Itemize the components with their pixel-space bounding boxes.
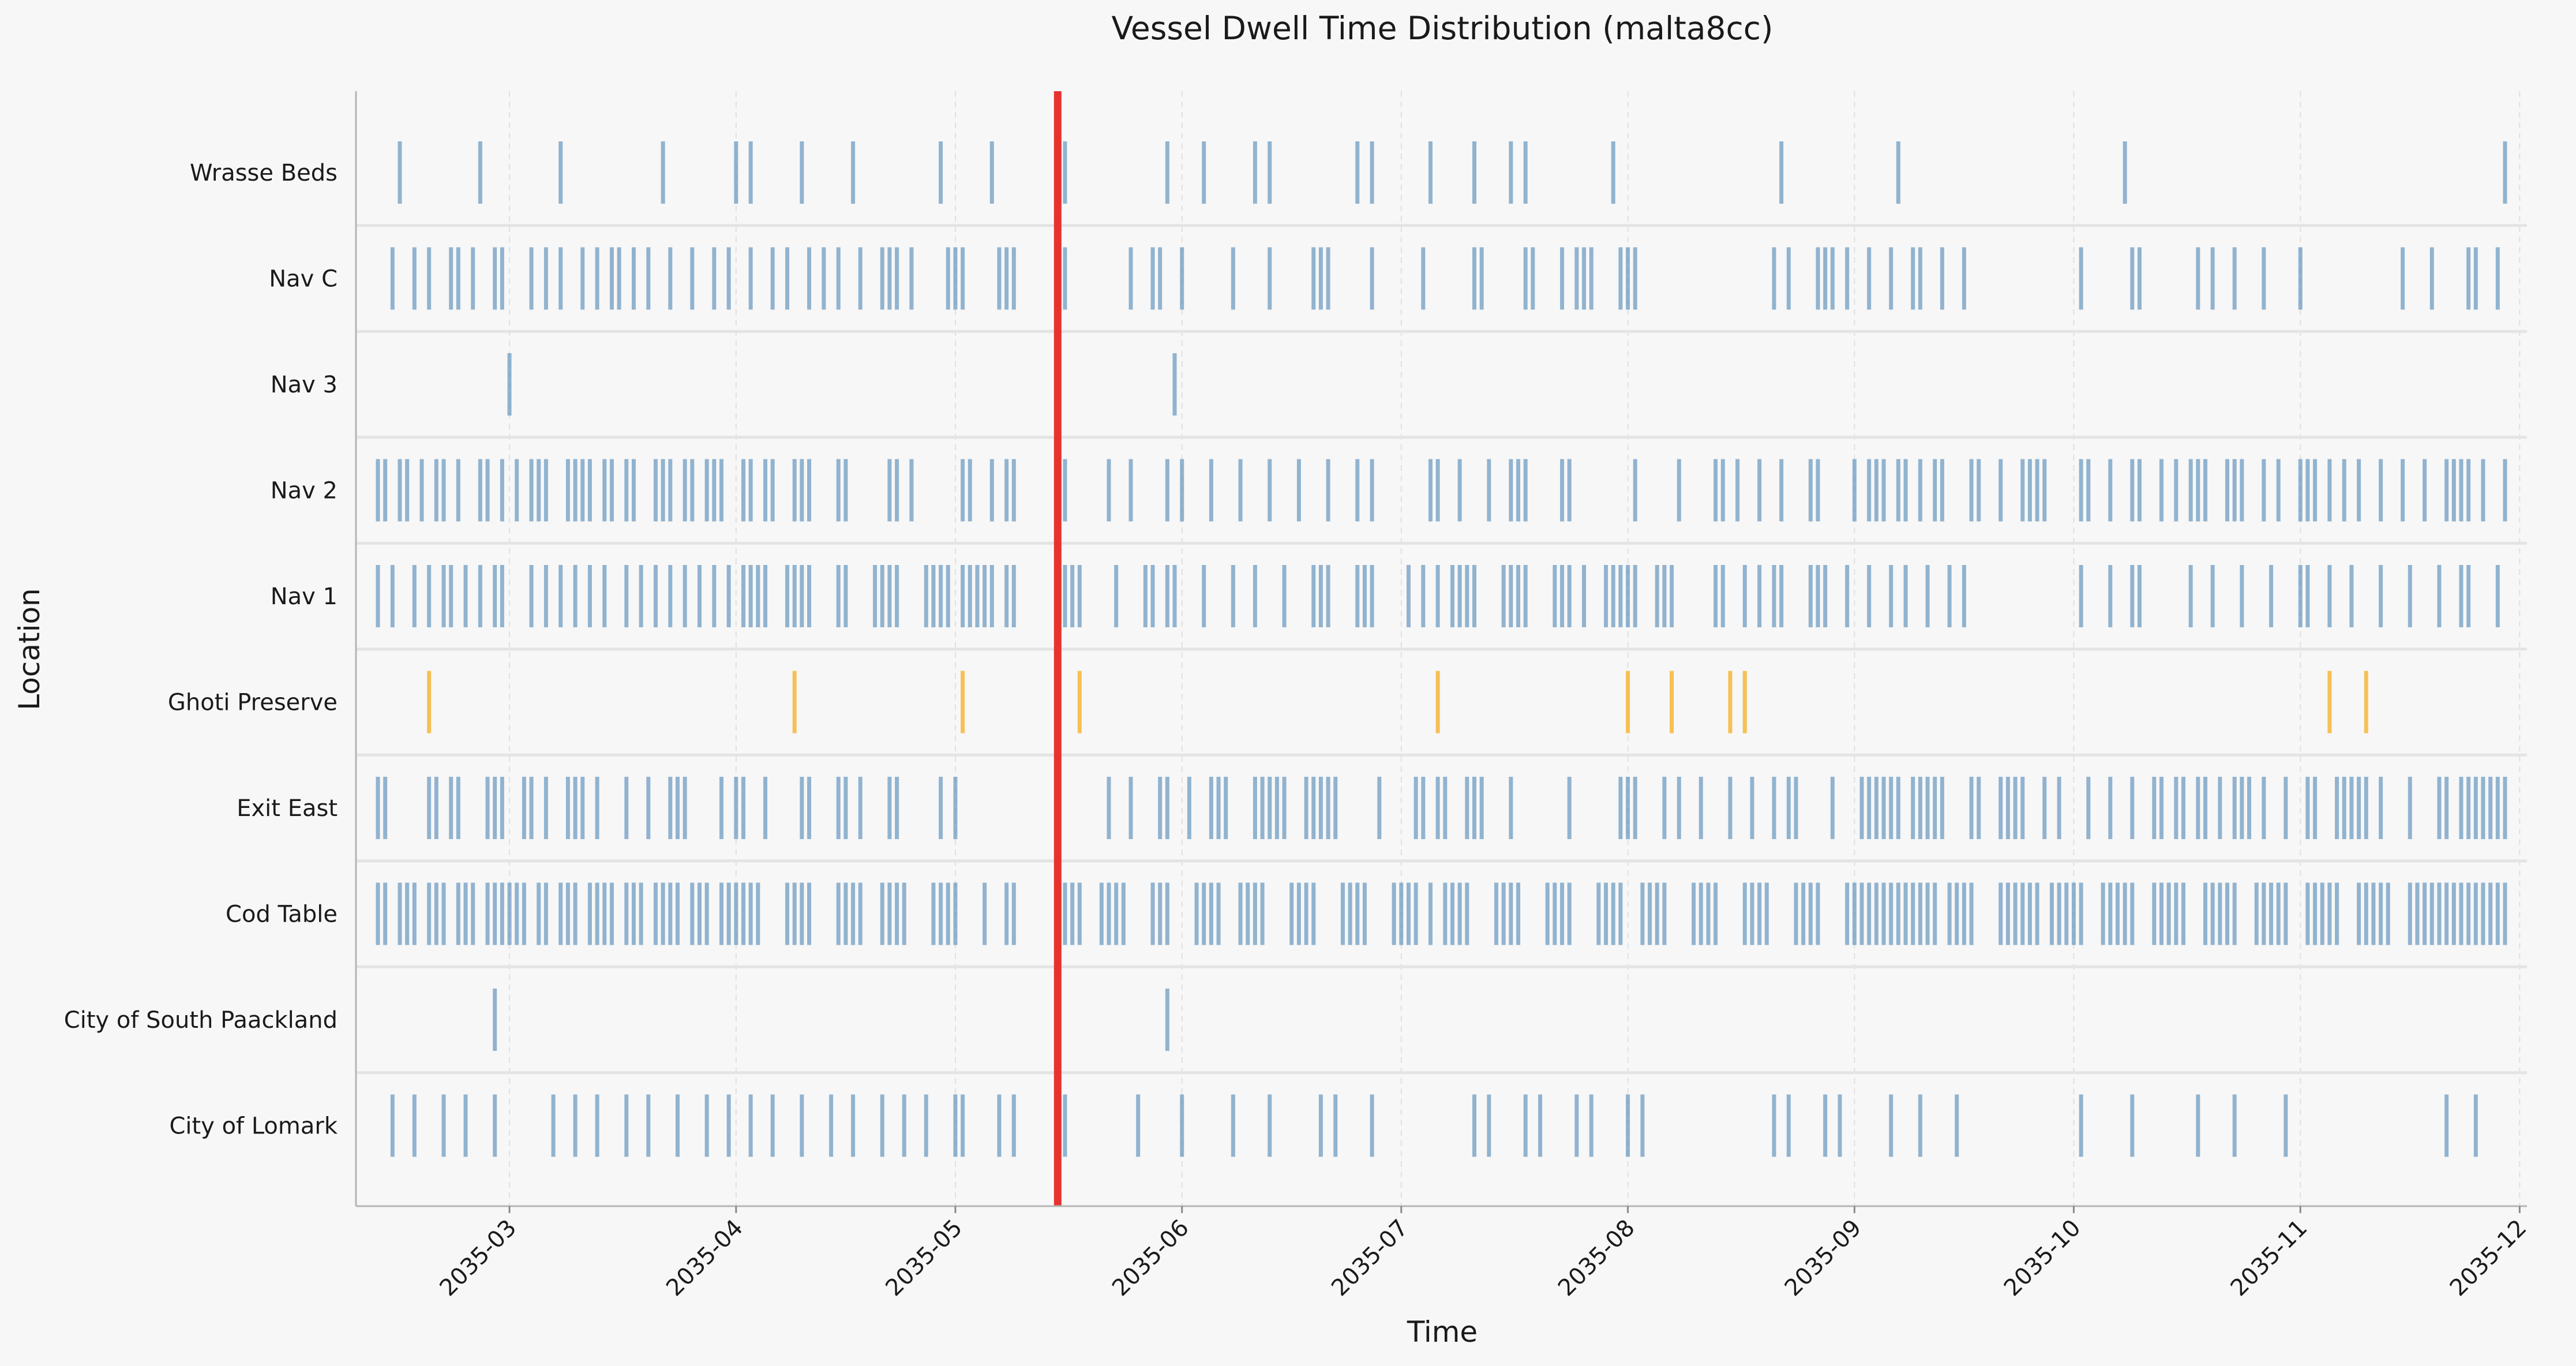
row-separators xyxy=(356,224,2527,1075)
y-tick-label: City of South Paackland xyxy=(64,1007,338,1034)
y-tick-labels: Wrasse Beds Nav C Nav 3 Nav 2 Nav 1 Ghoti Pre… xyxy=(64,160,338,1140)
y-axis-label: Location xyxy=(13,588,46,710)
y-tick-label: Wrasse Beds xyxy=(190,160,338,186)
y-tick-label: Ghoti Preserve xyxy=(168,690,338,716)
axes xyxy=(355,91,2527,1207)
y-tick-label: City of Lomark xyxy=(169,1113,338,1140)
chart-title: Vessel Dwell Time Distribution (malta8cc… xyxy=(1112,10,1773,47)
y-tick-label: Nav 1 xyxy=(271,583,338,610)
y-tick-label: Nav C xyxy=(269,266,338,293)
y-tick-label: Cod Table xyxy=(226,901,338,928)
y-tick-label: Nav 2 xyxy=(271,478,338,504)
x-axis-label: Time xyxy=(1407,1315,1478,1349)
grid xyxy=(509,91,2521,1206)
event-marks xyxy=(376,141,2507,1157)
y-tick-label: Exit East xyxy=(237,795,338,822)
y-tick-label: Nav 3 xyxy=(271,372,338,398)
